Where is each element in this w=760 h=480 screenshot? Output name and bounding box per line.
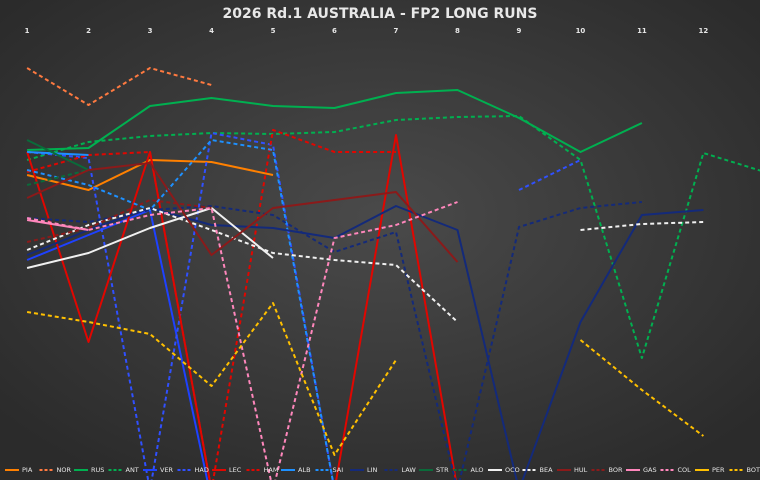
legend-label: LIN <box>367 466 378 474</box>
legend-label: VER <box>160 466 174 474</box>
series-line <box>26 67 212 106</box>
series-line <box>26 207 704 323</box>
x-tick-label: 7 <box>394 27 399 35</box>
legend-label: ANT <box>126 466 139 474</box>
x-tick-label: 9 <box>517 27 522 35</box>
legend-label: LEC <box>229 466 242 474</box>
series-line <box>26 159 274 191</box>
series-line <box>26 169 89 186</box>
legend-label: ALB <box>298 466 311 474</box>
series-line <box>27 201 642 480</box>
legend: PIA NOR RUS ANT VER HAD LEC HAM ALB SAI LIN LAW STR A… <box>5 466 760 474</box>
legend-label: PER <box>712 466 725 474</box>
legend-label: ALO <box>471 466 484 474</box>
x-tick-label: 11 <box>637 27 647 35</box>
legend-label: BOT <box>747 466 760 474</box>
series-line <box>27 151 89 156</box>
series-line <box>26 162 459 263</box>
x-tick-label: 12 <box>699 27 709 35</box>
legend-label: NOR <box>57 466 72 474</box>
x-tick-label: 6 <box>332 27 337 35</box>
series-line <box>26 199 212 243</box>
legend-label: BOR <box>609 466 623 474</box>
legend-label: BEA <box>540 466 554 474</box>
x-tick-label: 4 <box>209 27 214 35</box>
legend-label: STR <box>436 466 449 474</box>
series-line <box>26 207 274 269</box>
x-tick-label: 10 <box>576 27 586 35</box>
series-line <box>26 139 334 480</box>
series-line <box>26 139 89 171</box>
x-tick-label: 5 <box>271 27 276 35</box>
legend-label: SAI <box>333 466 344 474</box>
legend-label: HAD <box>195 466 209 474</box>
x-tick-label: 3 <box>148 27 153 35</box>
x-tick-label: 8 <box>455 27 460 35</box>
legend-label: PIA <box>22 466 33 474</box>
legend-label: LAW <box>402 466 417 474</box>
legend-label: COL <box>678 466 692 474</box>
legend-label: RUS <box>91 466 104 474</box>
chart-title: 2026 Rd.1 AUSTRALIA - FP2 LONG RUNS <box>223 6 538 22</box>
plot: 1 2 3 4 5 6 7 8 9 10 11 12 <box>25 27 760 480</box>
legend-label: GAS <box>643 466 657 474</box>
legend-label: HUL <box>574 466 588 474</box>
series-line <box>26 115 760 359</box>
series-line <box>26 302 704 456</box>
series-line <box>27 89 643 153</box>
series-line <box>26 201 458 480</box>
x-tick-label: 1 <box>25 27 30 35</box>
x-tick-label: 2 <box>86 27 91 35</box>
legend-label: HAM <box>264 466 279 474</box>
legend-label: OCO <box>505 466 520 474</box>
